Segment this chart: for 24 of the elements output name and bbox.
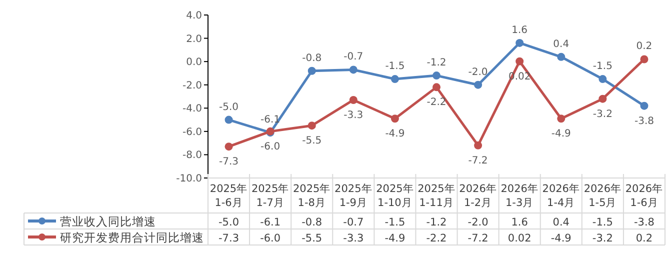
cell: -6.0 [260, 232, 281, 244]
cell: -5.0 [218, 216, 240, 228]
cell: -0.8 [302, 216, 322, 228]
cell: -1.2 [426, 216, 447, 228]
cell: 0.4 [552, 216, 570, 228]
cell: -6.1 [260, 216, 281, 228]
cell: -0.7 [343, 216, 364, 228]
cell: -3.3 [343, 232, 364, 244]
cell: -7.3 [218, 232, 240, 244]
cell: -4.9 [384, 232, 406, 244]
cell: -2.0 [468, 216, 488, 228]
legend-label: 研究开发费用合计同比增速 [60, 230, 204, 244]
cell: -2.2 [426, 232, 447, 244]
cell: -1.5 [384, 216, 406, 228]
cell: -1.5 [592, 216, 613, 228]
cell: 1.6 [511, 216, 528, 228]
cell: -3.8 [634, 216, 654, 228]
cell: -5.5 [302, 232, 322, 244]
cell: 0.02 [508, 232, 532, 244]
cell: -4.9 [550, 232, 572, 244]
cell: -3.2 [592, 232, 613, 244]
legend-label: 营业收入同比增速 [60, 214, 156, 228]
cell: 0.2 [636, 232, 653, 244]
cell: -7.2 [468, 232, 488, 244]
